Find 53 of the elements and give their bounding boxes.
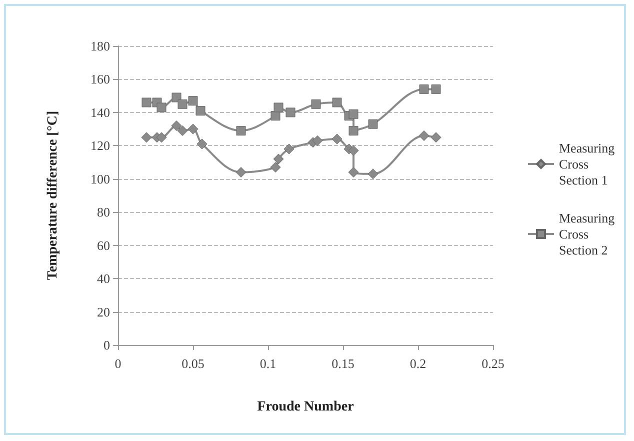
point bbox=[332, 134, 342, 144]
point bbox=[142, 98, 152, 108]
x-tick-label: 0.15 bbox=[332, 356, 354, 371]
point bbox=[156, 102, 166, 112]
y-tick-label: 100 bbox=[90, 171, 110, 186]
point bbox=[273, 154, 284, 164]
point bbox=[368, 119, 378, 129]
point bbox=[348, 145, 359, 156]
x-axis-title: Froude Number bbox=[257, 400, 354, 414]
y-tick-label: 20 bbox=[97, 304, 110, 320]
y-tick-label: 80 bbox=[97, 204, 110, 220]
x-tick-label: 0.1 bbox=[260, 356, 276, 371]
point bbox=[274, 102, 284, 112]
y-tick-label: 0 bbox=[104, 338, 110, 352]
x-tick-label: 0.05 bbox=[182, 356, 204, 371]
x-tick-label: 0.2 bbox=[410, 356, 426, 371]
point bbox=[286, 108, 296, 118]
point bbox=[368, 168, 378, 180]
y-tick-label: 180 bbox=[90, 38, 110, 54]
point bbox=[196, 106, 206, 116]
point bbox=[418, 130, 430, 141]
point bbox=[311, 99, 321, 109]
point bbox=[312, 135, 323, 146]
point bbox=[284, 144, 294, 154]
x-tick-label: 0.25 bbox=[482, 356, 504, 371]
point bbox=[332, 98, 342, 108]
point bbox=[156, 132, 167, 143]
point bbox=[177, 125, 188, 136]
y-tick-label: 40 bbox=[97, 271, 110, 286]
x-tick-label: 0 bbox=[114, 356, 122, 371]
point bbox=[141, 132, 152, 143]
point bbox=[270, 162, 281, 173]
y-tick-label: 160 bbox=[90, 72, 110, 87]
legend-label: Measuring Cross Section 2 bbox=[559, 210, 618, 258]
point bbox=[348, 126, 358, 136]
legend-label: Measuring Cross Section 1 bbox=[559, 140, 618, 188]
point bbox=[188, 96, 198, 106]
point bbox=[188, 124, 198, 134]
point bbox=[171, 120, 182, 131]
y-axis-title: Temperature difference [°C] bbox=[46, 110, 60, 280]
y-tick-label: 140 bbox=[90, 104, 110, 120]
point bbox=[270, 111, 280, 121]
point bbox=[348, 166, 359, 178]
point bbox=[178, 99, 188, 109]
point bbox=[348, 109, 358, 119]
point bbox=[236, 126, 246, 136]
y-tick-label: 120 bbox=[90, 138, 110, 154]
point bbox=[236, 166, 246, 178]
point bbox=[430, 132, 442, 143]
y-tick-label: 60 bbox=[97, 238, 110, 253]
point bbox=[419, 84, 429, 94]
point bbox=[431, 84, 441, 94]
point bbox=[196, 138, 208, 150]
